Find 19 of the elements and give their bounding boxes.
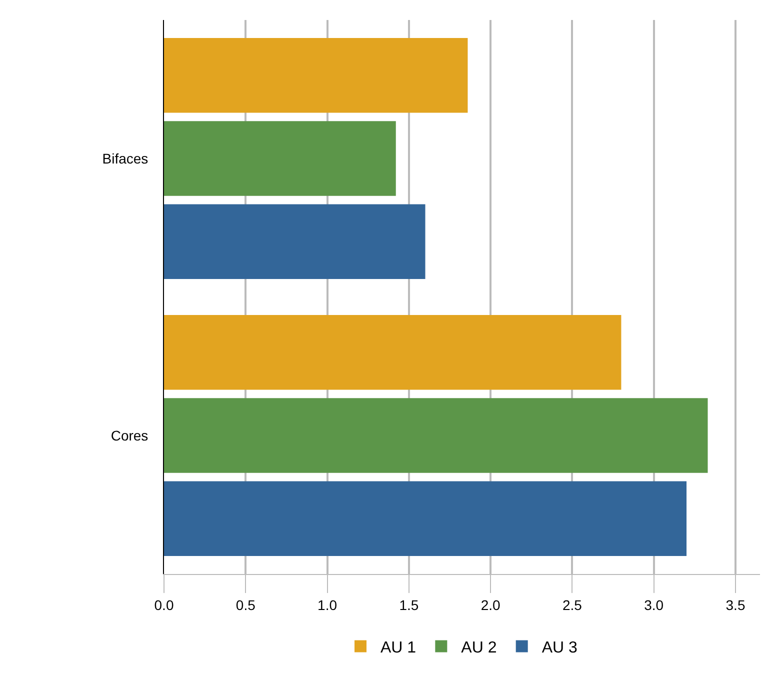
legend-label: AU 1: [380, 640, 416, 657]
y-tick-label: Cores: [110, 427, 148, 444]
x-tick-label: 0.0: [154, 596, 174, 613]
bar: [164, 121, 396, 196]
bar: [164, 315, 622, 390]
legend-label: AU 3: [542, 640, 578, 657]
bar: [164, 481, 687, 556]
x-tick-label: 2.5: [562, 596, 582, 613]
x-tick-label: 0.5: [236, 596, 256, 613]
x-tick-label: 3.0: [644, 596, 664, 613]
y-tick-label: Bifaces: [102, 150, 148, 166]
bar: [164, 204, 426, 279]
legend-label: AU 2: [461, 640, 497, 657]
x-tick-label: 1.0: [318, 596, 338, 613]
x-tick-label: 3.5: [726, 596, 746, 613]
x-tick-label: 2.0: [480, 596, 501, 613]
x-tick-label: 1.5: [399, 596, 419, 613]
bar: [164, 38, 468, 113]
bar: [164, 398, 708, 473]
